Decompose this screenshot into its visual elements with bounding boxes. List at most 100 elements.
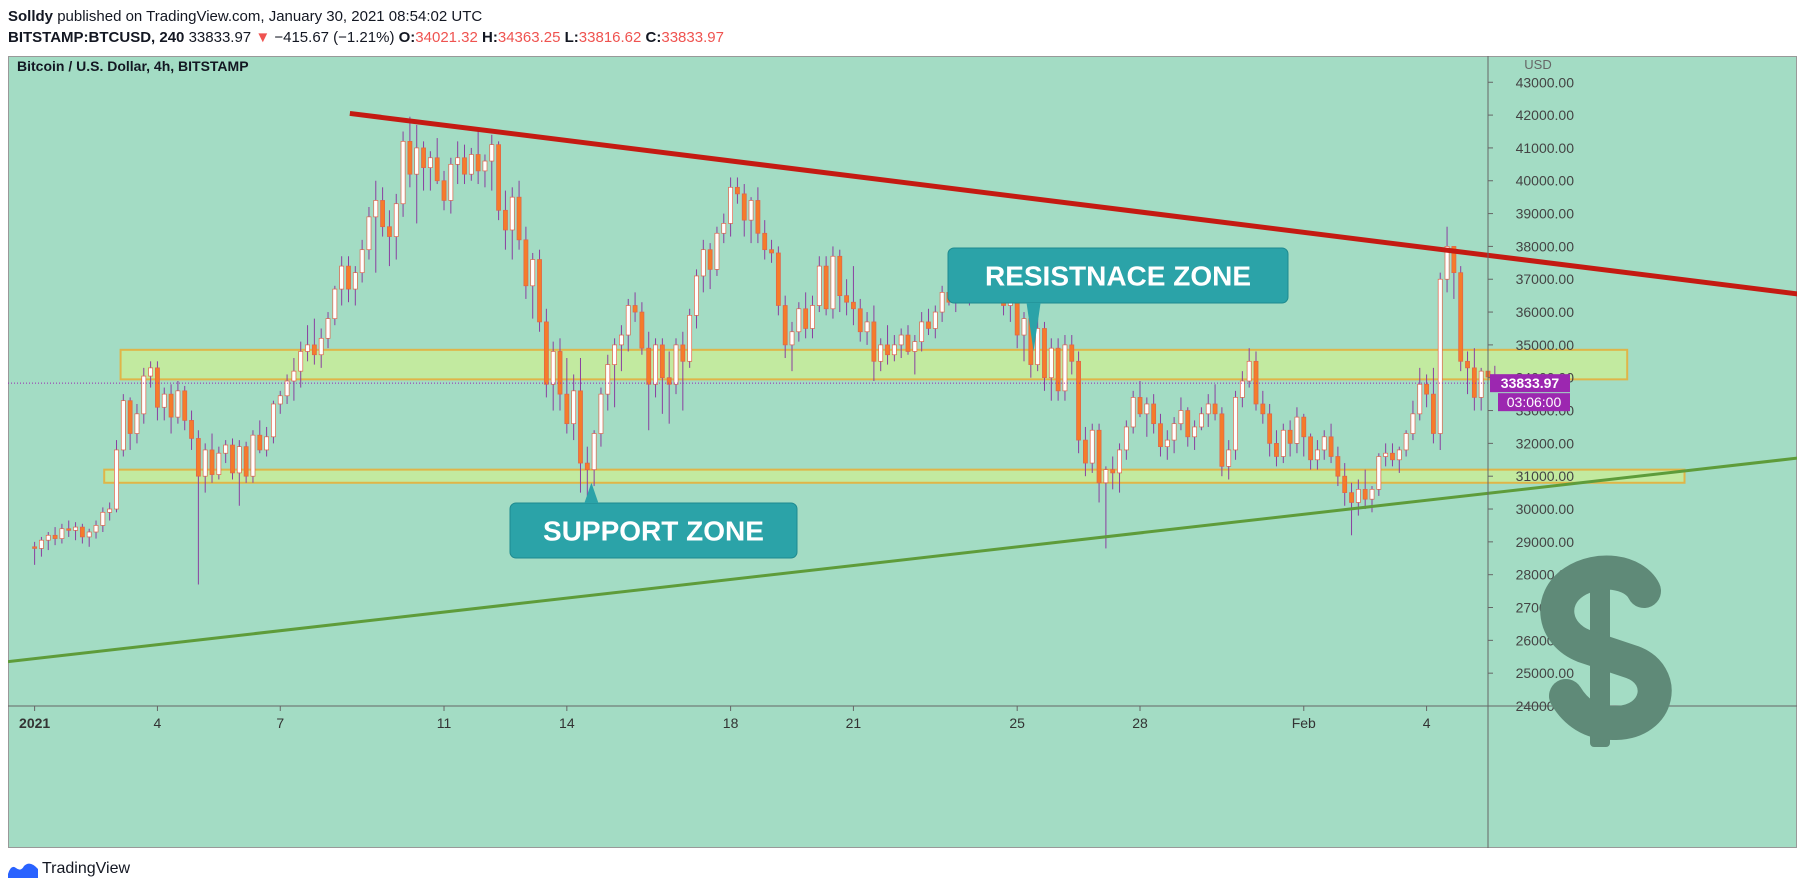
candle-body bbox=[912, 341, 918, 352]
price-tick-label: 25000.00 bbox=[1516, 665, 1575, 681]
time-tick-label: 11 bbox=[437, 715, 452, 731]
candle-body bbox=[352, 272, 358, 290]
candles-layer bbox=[32, 116, 1498, 585]
candle-body bbox=[250, 434, 256, 477]
candle-body bbox=[735, 186, 740, 195]
price-tick-label: 43000.00 bbox=[1516, 74, 1575, 90]
candle-body bbox=[414, 147, 420, 175]
candle-body bbox=[598, 393, 604, 434]
candle-body bbox=[707, 249, 713, 270]
candle-body bbox=[864, 321, 870, 333]
high-value: 34363.25 bbox=[497, 29, 561, 46]
candle-body bbox=[666, 377, 672, 385]
candle-body bbox=[557, 351, 563, 395]
time-tick-label: 28 bbox=[1132, 715, 1148, 731]
candle-body bbox=[1355, 488, 1361, 503]
annotations-layer: RESISTNACE ZONE SUPPORT ZONE bbox=[509, 247, 1289, 559]
candle-body bbox=[1280, 429, 1286, 457]
low-value: 33816.62 bbox=[578, 29, 642, 46]
candle-body bbox=[1260, 403, 1266, 415]
candle-body bbox=[448, 163, 454, 201]
candle-body bbox=[1417, 383, 1423, 415]
candle-body bbox=[775, 252, 781, 306]
time-tick-label: 18 bbox=[723, 715, 739, 731]
candle-body bbox=[325, 318, 331, 339]
tradingview-brand[interactable]: TradingView bbox=[42, 860, 131, 877]
candle-body bbox=[509, 196, 515, 231]
candle-body bbox=[107, 508, 113, 513]
candle-body bbox=[755, 200, 761, 234]
candle-body bbox=[1226, 449, 1232, 467]
candle-body bbox=[59, 528, 65, 539]
candle-body bbox=[926, 321, 931, 329]
candle-body bbox=[168, 393, 174, 418]
candle-body bbox=[837, 255, 843, 296]
candle-body bbox=[86, 531, 92, 538]
candle-body bbox=[673, 344, 679, 385]
candle-body bbox=[230, 444, 235, 474]
close-label: C: bbox=[645, 29, 662, 46]
candle-body bbox=[728, 186, 733, 224]
candle-body bbox=[571, 390, 577, 425]
candle-body bbox=[1465, 360, 1470, 369]
candle-body bbox=[298, 351, 304, 372]
candle-body bbox=[1403, 433, 1409, 451]
resistance-callout-pointer bbox=[1026, 303, 1041, 352]
support-callout: SUPPORT ZONE bbox=[509, 482, 798, 559]
author-name[interactable]: Solldy bbox=[8, 8, 54, 25]
candle-body bbox=[1076, 360, 1081, 441]
candle-body bbox=[441, 180, 447, 201]
time-tick-label: 4 bbox=[154, 715, 162, 731]
candle-body bbox=[905, 334, 911, 352]
time-tick-label: 7 bbox=[276, 715, 284, 731]
time-tick-label: Feb bbox=[1292, 715, 1316, 731]
candle-body bbox=[625, 305, 631, 336]
candle-body bbox=[1137, 397, 1143, 415]
price-tick-label: 30000.00 bbox=[1516, 501, 1575, 517]
candle-body bbox=[434, 157, 440, 182]
chart-header: Solldy published on TradingView.com, Jan… bbox=[8, 6, 724, 48]
candle-body bbox=[1212, 403, 1218, 415]
open-value: 34021.32 bbox=[415, 29, 478, 46]
publish-line: Solldy published on TradingView.com, Jan… bbox=[8, 6, 724, 27]
footer: TradingView bbox=[8, 860, 130, 878]
close-value: 33833.97 bbox=[661, 29, 724, 46]
high-label: H: bbox=[482, 29, 498, 46]
candle-body bbox=[816, 265, 822, 306]
candle-body bbox=[1083, 439, 1088, 464]
candle-body bbox=[939, 292, 945, 313]
candle-body bbox=[1431, 393, 1436, 434]
candle-body bbox=[1089, 429, 1095, 464]
resistance-callout-box bbox=[947, 247, 1289, 304]
time-tick-label: 4 bbox=[1423, 715, 1431, 731]
candle-body bbox=[1294, 416, 1300, 444]
candle-body bbox=[584, 462, 590, 470]
candle-body bbox=[1123, 426, 1129, 451]
chart-frame bbox=[8, 56, 1797, 848]
price-tick-label: 41000.00 bbox=[1516, 140, 1575, 156]
candle-body bbox=[687, 314, 693, 362]
candle-body bbox=[400, 141, 406, 205]
candle-body bbox=[291, 370, 297, 382]
candle-body bbox=[209, 449, 215, 475]
price-tick-label: 37000.00 bbox=[1516, 271, 1575, 287]
candle-body bbox=[591, 433, 597, 470]
candle-body bbox=[680, 344, 686, 362]
price-chart[interactable]: RESISTNACE ZONE SUPPORT ZONE 43000.00 4200… bbox=[8, 56, 1797, 848]
candle-body bbox=[277, 395, 283, 405]
resistance-callout: RESISTNACE ZONE bbox=[947, 247, 1289, 352]
candle-body bbox=[1383, 452, 1389, 457]
candle-body bbox=[810, 305, 815, 329]
candle-body bbox=[891, 344, 897, 356]
price-tick-label: 29000.00 bbox=[1516, 534, 1575, 550]
candle-body bbox=[318, 337, 324, 356]
chart-title: Bitcoin / U.S. Dollar, 4h, BITSTAMP bbox=[17, 58, 249, 74]
time-tick-label: 21 bbox=[846, 715, 862, 731]
candle-body bbox=[1267, 413, 1273, 444]
candle-body bbox=[236, 446, 242, 474]
candle-body bbox=[516, 196, 522, 241]
candle-body bbox=[284, 380, 290, 397]
price-tick-label: 36000.00 bbox=[1516, 304, 1575, 320]
support-callout-box bbox=[509, 502, 798, 559]
candle-body bbox=[1199, 413, 1204, 428]
